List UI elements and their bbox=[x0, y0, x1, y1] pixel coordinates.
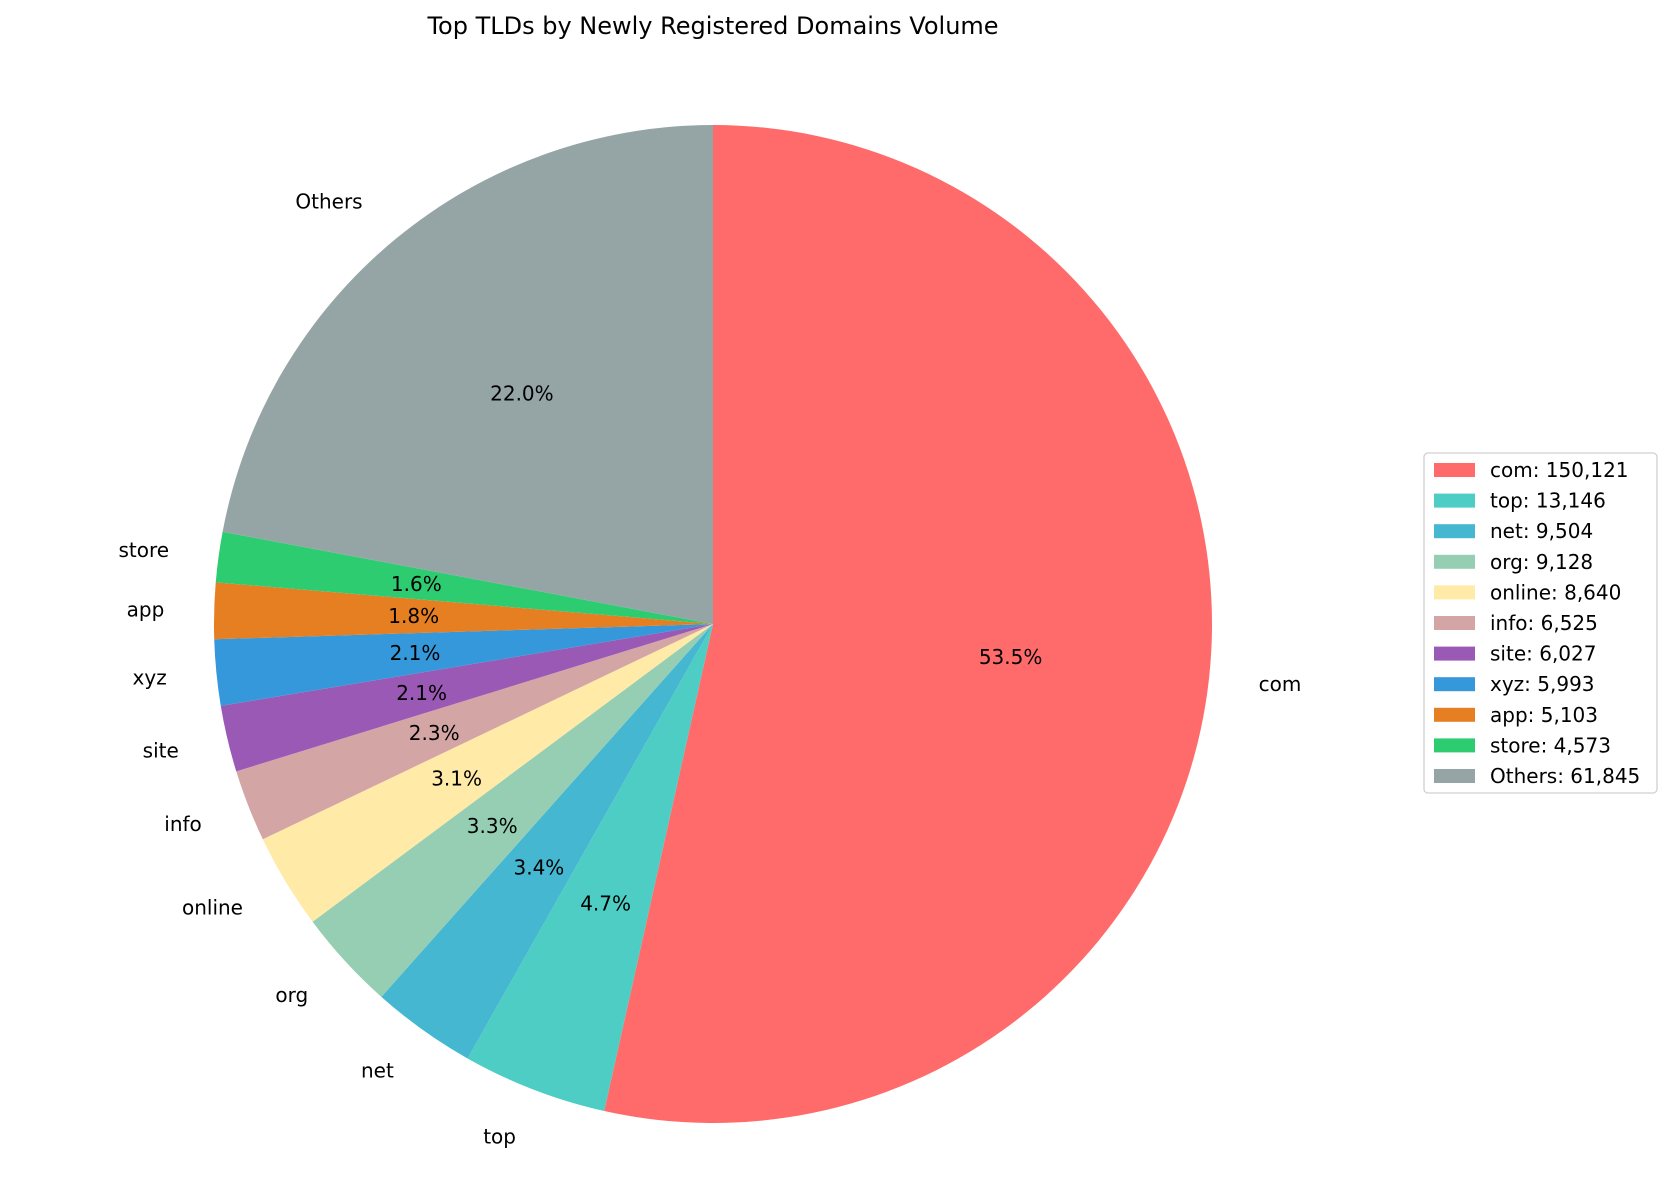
pie-slice-online bbox=[262, 624, 713, 922]
legend-swatch-xyz bbox=[1434, 677, 1475, 692]
legend-label-xyz: xyz: 5,993 bbox=[1490, 672, 1595, 696]
slice-label-top: top bbox=[483, 1124, 516, 1148]
pie-slice-store bbox=[215, 531, 714, 624]
legend-swatch-top bbox=[1434, 493, 1475, 508]
pie-slice-app bbox=[213, 582, 713, 640]
chart-title: Top TLDs by Newly Registered Domains Vol… bbox=[426, 12, 998, 40]
percent-label-others: 22.0% bbox=[490, 382, 554, 406]
percent-label-xyz: 2.1% bbox=[390, 641, 441, 665]
slice-label-app: app bbox=[127, 598, 165, 622]
legend-label-org: org: 9,128 bbox=[1490, 550, 1593, 574]
legend-items: com: 150,121 top: 13,146 net: 9,504 org: 9,… bbox=[1434, 458, 1640, 788]
pie-slice-others bbox=[222, 125, 714, 624]
legend-label-info: info: 6,525 bbox=[1490, 611, 1598, 635]
slice-label-com: com bbox=[1259, 672, 1302, 696]
legend-swatch-others bbox=[1434, 769, 1475, 783]
legend-label-store: store: 4,573 bbox=[1490, 733, 1611, 757]
legend-swatch-app bbox=[1434, 707, 1475, 722]
pie-slices bbox=[213, 125, 1212, 1124]
slice-label-org: org bbox=[275, 983, 308, 1007]
pie-slice-com bbox=[604, 125, 1212, 1124]
legend-swatch-store bbox=[1434, 738, 1475, 753]
percent-label-site: 2.1% bbox=[396, 681, 447, 705]
legend-swatch-site bbox=[1434, 646, 1475, 661]
legend-label-com: com: 150,121 bbox=[1490, 458, 1629, 482]
legend-label-app: app: 5,103 bbox=[1490, 703, 1598, 727]
legend-swatch-info bbox=[1434, 616, 1475, 630]
pie-slice-net bbox=[381, 624, 713, 1059]
percent-label-com: 53.5% bbox=[979, 645, 1043, 669]
legend-label-online: online: 8,640 bbox=[1490, 580, 1621, 604]
percent-label-store: 1.6% bbox=[391, 572, 442, 596]
pie-slice-top bbox=[467, 624, 713, 1111]
percent-label-net: 3.4% bbox=[513, 856, 564, 880]
legend-label-others: Others: 61,845 bbox=[1490, 764, 1640, 788]
legend-frame bbox=[1423, 452, 1658, 794]
legend-label-net: net: 9,504 bbox=[1490, 519, 1593, 543]
slice-label-info: info bbox=[164, 812, 202, 836]
legend: com: 150,121 top: 13,146 net: 9,504 org: 9,… bbox=[1423, 452, 1658, 794]
percent-label-org: 3.3% bbox=[467, 814, 518, 838]
percent-label-app: 1.8% bbox=[388, 604, 439, 628]
slice-labels: com top net org online info site xyz app store Oth… bbox=[119, 190, 1302, 1149]
legend-swatch-net bbox=[1434, 524, 1475, 539]
pie-slice-site bbox=[220, 624, 713, 772]
percent-labels: 53.5% 4.7% 3.4% 3.3% 3.1% 2.3% 2.1% 2.1% 1.8% 1.6… bbox=[388, 382, 1042, 916]
slice-label-online: online bbox=[182, 896, 243, 920]
pie-slice-info bbox=[236, 624, 713, 840]
legend-label-site: site: 6,027 bbox=[1490, 642, 1596, 666]
legend-swatch-org bbox=[1434, 554, 1475, 569]
pie-slice-org bbox=[312, 624, 713, 997]
slice-label-store: store bbox=[119, 538, 170, 562]
slice-label-net: net bbox=[361, 1059, 394, 1083]
pie-slice-xyz bbox=[214, 624, 714, 706]
legend-swatch-online bbox=[1434, 585, 1475, 600]
slice-label-others: Others bbox=[295, 190, 362, 214]
percent-label-info: 2.3% bbox=[409, 721, 460, 745]
percent-label-online: 3.1% bbox=[431, 767, 482, 791]
percent-label-top: 4.7% bbox=[580, 892, 631, 916]
slice-label-xyz: xyz bbox=[133, 666, 167, 690]
legend-swatch-com bbox=[1434, 463, 1475, 477]
legend-label-top: top: 13,146 bbox=[1490, 489, 1606, 513]
slice-label-site: site bbox=[143, 738, 179, 762]
